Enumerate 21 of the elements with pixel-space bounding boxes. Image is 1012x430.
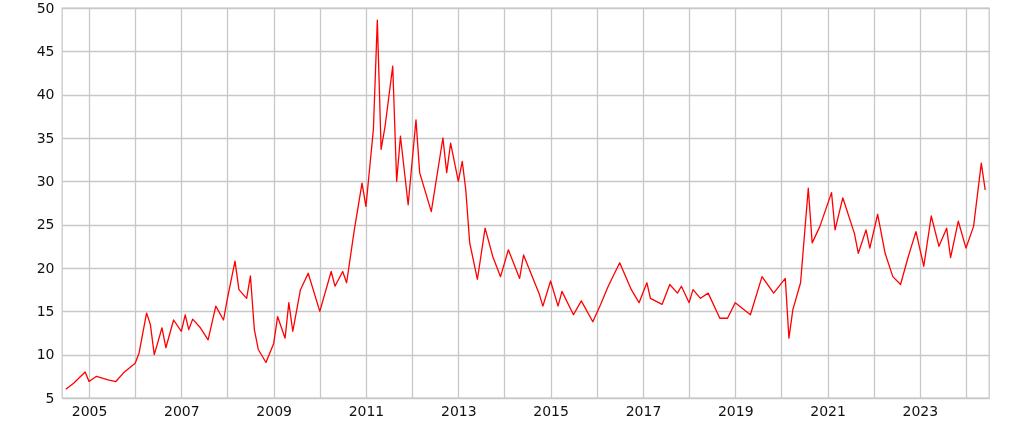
y-tick-label: 35 bbox=[36, 129, 55, 146]
x-tick-label: 2019 bbox=[717, 402, 754, 419]
x-tick-label: 2013 bbox=[441, 402, 477, 419]
y-tick-label: 30 bbox=[36, 172, 55, 189]
x-tick-label: 2021 bbox=[810, 402, 846, 419]
x-tick-label: 2015 bbox=[533, 402, 569, 419]
y-tick-label: 45 bbox=[36, 42, 55, 59]
x-tick-label: 2023 bbox=[902, 402, 939, 419]
x-tick-label: 2017 bbox=[625, 402, 662, 419]
y-tick-label: 25 bbox=[36, 216, 55, 233]
x-tick-label: 2011 bbox=[348, 402, 385, 419]
y-tick-label: 5 bbox=[45, 389, 55, 406]
x-tick-label: 2005 bbox=[71, 402, 108, 419]
x-tick-label: 2009 bbox=[256, 402, 293, 419]
y-tick-label: 40 bbox=[36, 86, 55, 103]
line-series bbox=[65, 19, 986, 390]
y-tick-label: 10 bbox=[36, 346, 55, 363]
y-tick-label: 15 bbox=[36, 302, 55, 319]
y-tick-label: 50 bbox=[36, 0, 55, 16]
x-tick-label: 2007 bbox=[163, 402, 200, 419]
y-tick-label: 20 bbox=[36, 259, 55, 276]
